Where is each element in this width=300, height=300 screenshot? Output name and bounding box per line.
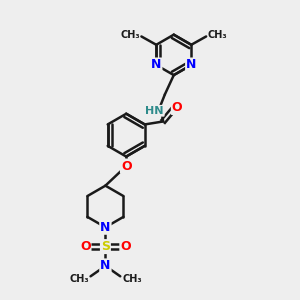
Text: O: O — [80, 240, 91, 253]
Text: O: O — [172, 101, 182, 114]
Text: N: N — [151, 58, 161, 71]
Text: CH₃: CH₃ — [120, 30, 140, 40]
Text: CH₃: CH₃ — [122, 274, 142, 284]
Text: HN: HN — [145, 106, 164, 116]
Text: N: N — [186, 58, 196, 71]
Text: CH₃: CH₃ — [69, 274, 89, 284]
Text: CH₃: CH₃ — [208, 30, 227, 40]
Text: O: O — [121, 160, 131, 172]
Text: N: N — [100, 221, 111, 234]
Text: S: S — [101, 240, 110, 253]
Text: O: O — [120, 240, 131, 253]
Text: N: N — [100, 260, 111, 272]
